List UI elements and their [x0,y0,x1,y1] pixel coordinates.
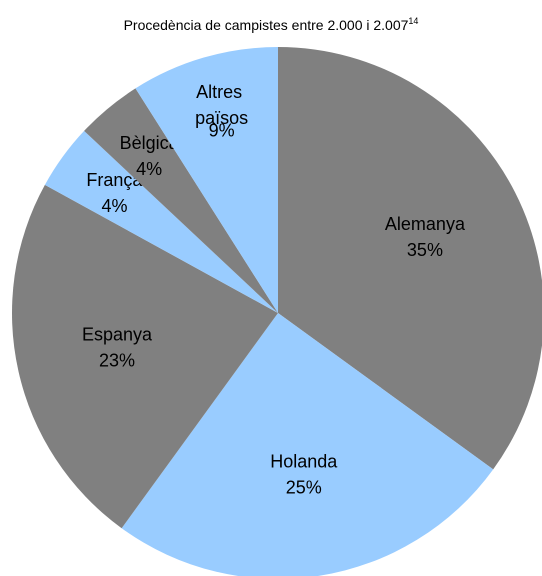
value-label: 9% [209,121,235,141]
slice-label: Altres països [195,82,248,128]
value-label: 23% [99,351,135,371]
chart-title: Procedència de campistes entre 2.000 i 2… [124,17,409,33]
value-label: 25% [286,478,322,498]
pie-slice [11,184,278,529]
pie-slice [135,47,278,313]
chart-title-group: Procedència de campistes entre 2.000 i 2… [124,16,419,33]
value-label: 35% [407,240,443,260]
pie-slice [44,130,279,313]
pie-slice [278,47,542,470]
value-label: 4% [101,196,127,216]
value-label: 4% [136,159,162,179]
slice-label: Espanya [82,325,153,345]
pie-slice [84,88,278,313]
slice-label: Alemanya [385,214,466,234]
slice-label: Bèlgica [120,133,180,153]
pie-slice [121,313,494,576]
title-superscript: 14 [408,16,418,26]
slice-label: Holanda [270,452,338,472]
slice-label: França [86,170,143,190]
